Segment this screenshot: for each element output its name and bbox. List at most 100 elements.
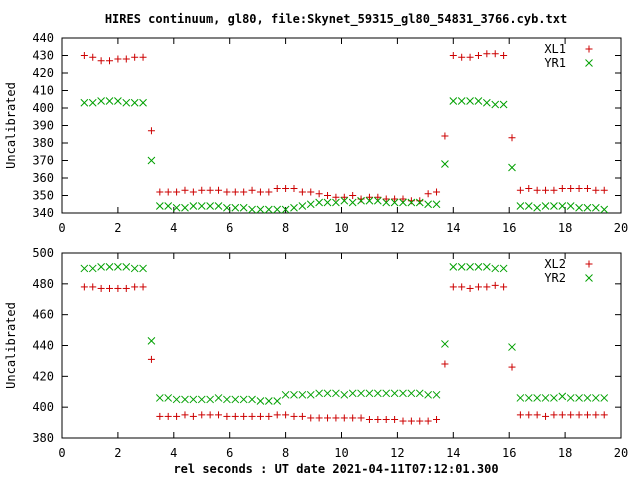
data-point <box>349 414 357 422</box>
data-point <box>80 98 89 107</box>
data-point <box>189 188 197 196</box>
data-point <box>332 193 340 201</box>
data-point <box>424 190 432 198</box>
data-point <box>273 205 282 214</box>
data-point <box>449 52 457 59</box>
y-tick-label: 370 <box>32 154 54 168</box>
data-point <box>550 411 558 419</box>
y-tick-label: 390 <box>32 119 54 133</box>
data-point <box>264 397 273 405</box>
data-point <box>156 412 164 420</box>
data-point <box>382 416 390 423</box>
data-point <box>223 203 231 212</box>
chart-title: HIRES continuum, gl80, file:Skynet_59315… <box>105 12 567 27</box>
x-tick-label: 0 <box>58 446 65 460</box>
data-point <box>197 202 206 210</box>
data-point <box>139 53 147 61</box>
data-point <box>482 263 491 271</box>
data-point <box>80 264 89 273</box>
data-point <box>583 394 592 402</box>
y-tick-label: 380 <box>32 431 54 445</box>
x-tick-label: 16 <box>502 446 516 460</box>
data-point <box>139 264 147 273</box>
data-point <box>390 198 399 207</box>
data-point <box>558 411 566 419</box>
data-point <box>231 203 240 212</box>
data-point <box>591 203 600 212</box>
data-point <box>189 395 198 404</box>
legend-marker <box>585 59 593 67</box>
data-point <box>432 200 441 209</box>
data-point <box>240 188 248 196</box>
data-point <box>223 412 231 420</box>
data-point <box>240 412 248 420</box>
data-point <box>424 417 432 425</box>
data-point <box>474 283 482 291</box>
data-point <box>282 185 290 192</box>
data-point <box>550 186 558 194</box>
data-point <box>508 363 516 371</box>
data-point <box>499 100 508 109</box>
data-point <box>575 411 583 419</box>
data-point <box>298 412 306 420</box>
data-point <box>147 156 156 165</box>
data-point <box>365 196 374 205</box>
data-point <box>155 394 164 402</box>
data-point <box>323 198 332 207</box>
data-point <box>97 263 105 271</box>
data-point <box>575 185 583 192</box>
data-point <box>474 263 483 271</box>
data-point <box>441 360 449 368</box>
data-point <box>433 416 441 423</box>
x-tick-label: 10 <box>334 446 348 460</box>
data-point <box>306 390 315 399</box>
data-point <box>390 389 399 398</box>
data-point <box>542 412 550 420</box>
data-point <box>374 193 382 201</box>
data-point <box>483 50 491 58</box>
data-point <box>449 283 457 291</box>
data-point <box>524 202 533 210</box>
legend-marker <box>585 45 593 53</box>
data-point <box>457 263 466 271</box>
data-point <box>332 414 340 422</box>
data-point <box>592 411 600 419</box>
data-point <box>206 186 214 194</box>
data-point <box>164 202 173 210</box>
data-point <box>373 196 382 205</box>
y-tick-label: 400 <box>32 400 54 414</box>
data-point <box>147 127 155 135</box>
y-axis-label: Uncalibrated <box>4 302 18 389</box>
data-point <box>516 186 524 194</box>
data-point <box>248 395 256 404</box>
data-point <box>282 411 290 419</box>
data-point <box>600 205 609 214</box>
data-point <box>558 185 566 192</box>
data-point <box>491 281 499 289</box>
data-point <box>265 188 273 196</box>
data-point <box>424 390 432 399</box>
y-tick-label: 420 <box>32 66 54 80</box>
data-point <box>365 416 373 423</box>
data-point <box>173 412 181 420</box>
x-tick-label: 10 <box>334 221 348 235</box>
y-tick-label: 360 <box>32 171 54 185</box>
data-point <box>189 202 198 210</box>
data-point <box>357 389 365 398</box>
data-point <box>273 185 281 192</box>
data-point <box>340 414 348 422</box>
data-point <box>324 414 332 422</box>
data-point <box>441 132 449 140</box>
x-tick-label: 6 <box>226 446 233 460</box>
x-axis-label: rel seconds : UT date 2021-04-11T07:12:0… <box>173 462 498 476</box>
y-tick-label: 500 <box>32 246 54 260</box>
data-point <box>525 185 533 192</box>
data-point <box>340 196 349 205</box>
data-point <box>248 205 256 214</box>
y-tick-label: 410 <box>32 84 54 98</box>
data-point <box>315 389 323 398</box>
data-point <box>374 416 382 423</box>
data-point <box>147 337 156 345</box>
y-tick-label: 440 <box>32 339 54 353</box>
data-point <box>139 98 147 107</box>
